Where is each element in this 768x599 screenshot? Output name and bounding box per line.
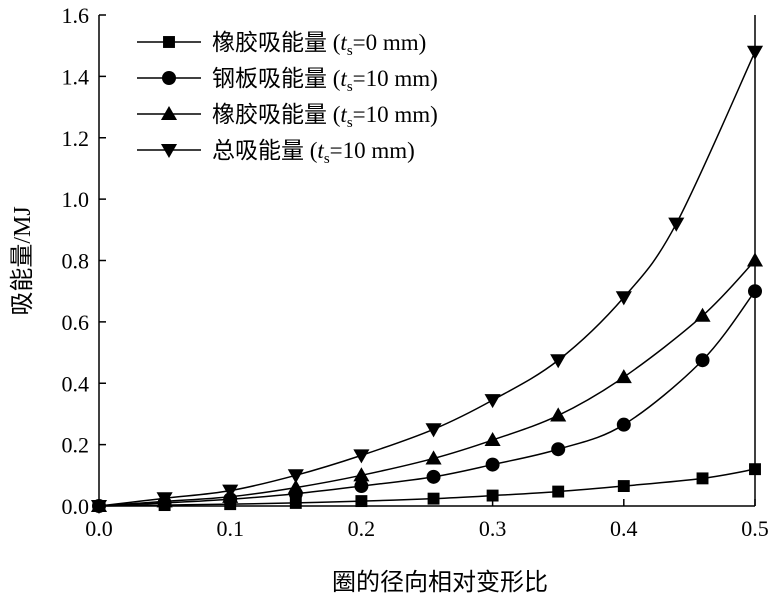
data-point-triangle-down (484, 394, 501, 409)
data-point-triangle-down (90, 499, 108, 515)
x-tick-label: 0.3 (479, 516, 507, 541)
data-point-circle (748, 284, 762, 299)
x-tick-label: 0.1 (216, 516, 244, 541)
data-point-circle (551, 442, 566, 457)
data-point-triangle-down (160, 143, 178, 159)
y-tick-label: 0.0 (62, 494, 90, 519)
data-point-circle (162, 71, 176, 85)
y-tick-label: 1.0 (62, 187, 90, 212)
x-tick-label: 0.5 (741, 516, 768, 541)
data-point-square (427, 492, 440, 505)
data-point-triangle-down (668, 217, 685, 232)
data-point-square (289, 496, 302, 509)
series-3 (90, 252, 764, 513)
data-point-triangle-up (287, 479, 304, 494)
legend-label: 总吸能量 (ts=10 mm) (212, 138, 415, 167)
data-point-square (355, 495, 368, 508)
data-point-triangle-down (615, 291, 632, 306)
chart-axes: 0.0 0.1 0.2 0.3 0.4 0.5 0.0 0.2 0.4 0.6 0.8 1.0 1.2 1… (62, 3, 768, 541)
x-tick-label: 0.2 (348, 516, 376, 541)
y-axis-label: 吸能量/MJ (9, 206, 36, 315)
y-tick-label: 0.2 (62, 433, 90, 458)
data-point-triangle-up (353, 467, 370, 482)
y-tick-label: 1.6 (62, 3, 90, 28)
data-point-circle (354, 479, 369, 494)
data-point-circle (616, 417, 631, 432)
legend-item: 橡胶吸能量 (ts=10 mm) (137, 102, 438, 131)
x-axis-label: 圈的径向相对变形比 (332, 569, 548, 596)
data-point-square (617, 480, 630, 493)
data-point-triangle-up (550, 407, 567, 422)
data-point-triangle-up (615, 369, 632, 384)
x-tick-label: 0.4 (610, 516, 638, 541)
series-line (98, 290, 756, 507)
legend-label: 橡胶吸能量 (ts=0 mm) (212, 30, 426, 59)
data-point-triangle-down (287, 469, 304, 484)
data-point-triangle-up (160, 105, 178, 121)
data-point-circle (695, 353, 710, 368)
y-tick-label: 0.4 (62, 371, 90, 396)
x-tick-label: 0.0 (85, 516, 113, 541)
series-4 (90, 45, 764, 515)
data-point-triangle-down (425, 423, 442, 438)
data-point-triangle-down (746, 45, 764, 60)
data-point-square (696, 472, 709, 485)
data-point-triangle-down (550, 354, 567, 369)
legend-label: 橡胶吸能量 (ts=10 mm) (212, 102, 438, 131)
data-point-square (486, 489, 499, 502)
series-line (98, 259, 756, 507)
data-point-square (163, 36, 175, 48)
data-point-square (749, 463, 761, 476)
series-line (98, 51, 756, 507)
legend-label: 钢板吸能量 (ts=10 mm) (212, 66, 438, 95)
data-point-triangle-down (156, 492, 173, 507)
data-point-circle (426, 469, 441, 484)
legend-item: 橡胶吸能量 (ts=0 mm) (137, 30, 426, 59)
legend-item: 钢板吸能量 (ts=10 mm) (137, 66, 438, 95)
data-point-triangle-down (222, 484, 239, 499)
y-tick-label: 0.6 (62, 310, 90, 335)
legend-item: 总吸能量 (ts=10 mm) (137, 138, 415, 167)
data-point-triangle-up (425, 450, 442, 465)
chart-series-group (90, 45, 764, 515)
data-point-triangle-up (694, 307, 711, 322)
data-point-circle (485, 457, 500, 472)
chart-legend: 橡胶吸能量 (ts=0 mm) 钢板吸能量 (ts=10 mm) 橡胶吸能量 (ts… (137, 30, 438, 167)
data-point-square (552, 485, 565, 498)
series-1 (93, 463, 761, 512)
y-tick-label: 0.8 (62, 249, 90, 274)
data-point-triangle-up (484, 431, 501, 447)
data-point-triangle-down (353, 449, 370, 464)
series-2 (92, 284, 762, 513)
y-tick-label: 1.4 (62, 64, 90, 89)
data-point-triangle-up (746, 252, 764, 267)
y-tick-label: 1.2 (62, 126, 90, 151)
